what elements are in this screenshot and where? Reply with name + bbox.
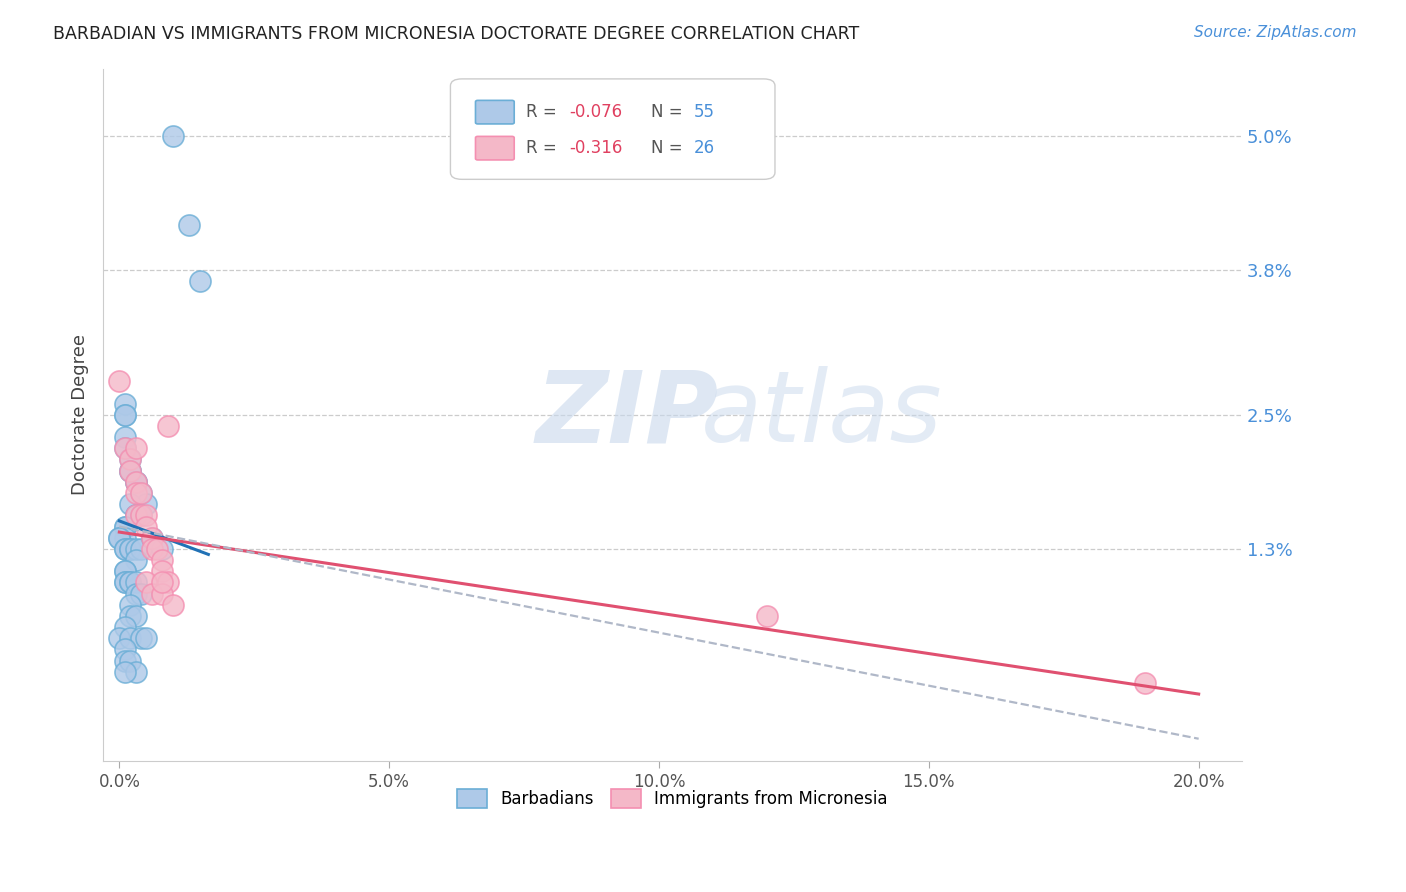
Point [755, 608, 778, 623]
Point [129, 486, 152, 500]
Point [120, 464, 142, 478]
Point [114, 564, 136, 578]
Text: N =: N = [651, 139, 688, 157]
Point [114, 531, 136, 545]
FancyBboxPatch shape [475, 101, 515, 124]
Point [108, 531, 131, 545]
Point [129, 631, 152, 645]
Point [114, 541, 136, 556]
Point [129, 541, 152, 556]
Point [114, 541, 136, 556]
FancyBboxPatch shape [450, 78, 775, 179]
Point [120, 575, 142, 590]
Point [114, 665, 136, 679]
Point [162, 128, 184, 143]
Point [114, 430, 136, 444]
Point [135, 519, 157, 533]
Point [124, 575, 146, 590]
Point [114, 564, 136, 578]
Point [152, 553, 174, 567]
Point [141, 531, 163, 545]
Point [129, 508, 152, 523]
Point [124, 553, 146, 567]
Text: ZIP: ZIP [536, 367, 718, 463]
Point [114, 408, 136, 422]
Point [120, 541, 142, 556]
Point [179, 218, 201, 232]
Point [124, 475, 146, 489]
Point [188, 274, 211, 288]
Point [124, 475, 146, 489]
Point [114, 442, 136, 456]
Point [141, 531, 163, 545]
Point [114, 620, 136, 634]
Point [108, 531, 131, 545]
Point [114, 519, 136, 533]
Point [152, 541, 174, 556]
Point [120, 631, 142, 645]
Point [156, 419, 179, 434]
Point [124, 508, 146, 523]
Point [129, 508, 152, 523]
Point [120, 575, 142, 590]
Point [114, 519, 136, 533]
Point [124, 508, 146, 523]
Point [114, 642, 136, 657]
Point [124, 665, 146, 679]
Text: atlas: atlas [702, 367, 942, 463]
Point [120, 541, 142, 556]
Text: R =: R = [526, 103, 561, 121]
Point [135, 497, 157, 511]
Point [152, 564, 174, 578]
Point [120, 598, 142, 612]
Point [120, 464, 142, 478]
Text: N =: N = [651, 103, 688, 121]
Point [124, 475, 146, 489]
Point [135, 575, 157, 590]
Point [108, 631, 131, 645]
Point [124, 442, 146, 456]
Point [146, 541, 169, 556]
Text: -0.076: -0.076 [569, 103, 621, 121]
Point [114, 408, 136, 422]
Point [141, 586, 163, 600]
Point [162, 598, 184, 612]
Point [108, 374, 131, 388]
Text: 55: 55 [695, 103, 716, 121]
Point [135, 508, 157, 523]
Point [120, 452, 142, 467]
Point [120, 608, 142, 623]
Text: R =: R = [526, 139, 561, 157]
Text: BARBADIAN VS IMMIGRANTS FROM MICRONESIA DOCTORATE DEGREE CORRELATION CHART: BARBADIAN VS IMMIGRANTS FROM MICRONESIA … [53, 25, 859, 43]
Point [114, 442, 136, 456]
Point [124, 586, 146, 600]
Text: Source: ZipAtlas.com: Source: ZipAtlas.com [1194, 25, 1357, 40]
Point [114, 396, 136, 410]
Point [120, 654, 142, 668]
Point [141, 541, 163, 556]
Point [120, 452, 142, 467]
Point [124, 508, 146, 523]
Text: -0.316: -0.316 [569, 139, 623, 157]
Point [129, 486, 152, 500]
FancyBboxPatch shape [475, 136, 515, 160]
Point [114, 575, 136, 590]
Point [124, 608, 146, 623]
Point [135, 631, 157, 645]
Point [124, 541, 146, 556]
Legend: Barbadians, Immigrants from Micronesia: Barbadians, Immigrants from Micronesia [451, 782, 894, 815]
Point [156, 575, 179, 590]
Point [152, 586, 174, 600]
Y-axis label: Doctorate Degree: Doctorate Degree [72, 334, 89, 495]
Point [152, 575, 174, 590]
Point [129, 586, 152, 600]
Point [120, 464, 142, 478]
Point [114, 654, 136, 668]
Point [1133, 676, 1156, 690]
Point [114, 575, 136, 590]
Text: 26: 26 [695, 139, 716, 157]
Point [124, 486, 146, 500]
Point [120, 497, 142, 511]
